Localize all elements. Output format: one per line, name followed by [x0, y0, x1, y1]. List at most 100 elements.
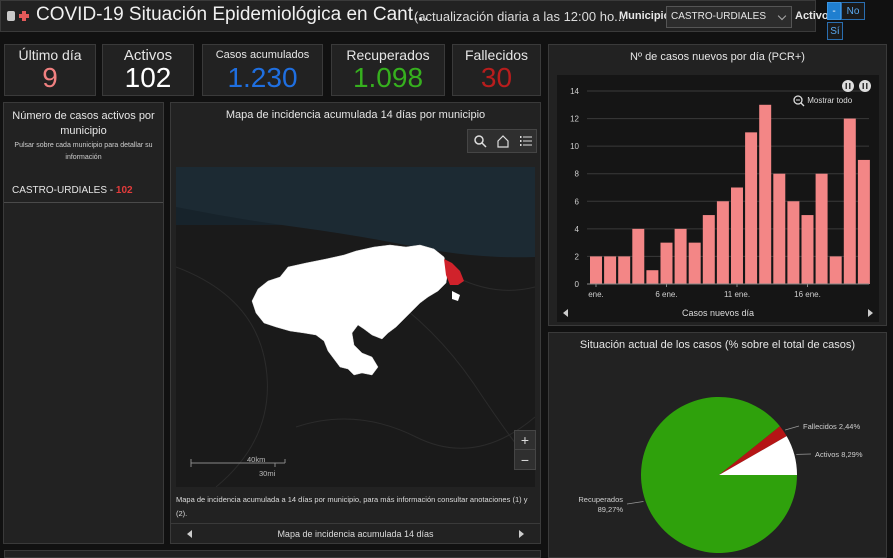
bar[interactable]: [646, 270, 659, 284]
page-title: COVID-19 Situación Epidemiológica en Can…: [36, 4, 429, 25]
bar[interactable]: [801, 215, 814, 284]
bar[interactable]: [660, 242, 673, 284]
map-title: Mapa de incidencia acumulada 14 días por…: [225, 109, 486, 121]
bar[interactable]: [716, 201, 729, 284]
bar-chart-title: Nº de casos nuevos por día (PCR+): [630, 51, 805, 63]
activo-toggle-no[interactable]: No: [841, 2, 865, 20]
kpi-activos: Activos 102: [102, 44, 194, 96]
bar[interactable]: [632, 228, 645, 284]
bar-chart-panel: Nº de casos nuevos por día (PCR+) 0 2 4 6 8 1…: [548, 44, 887, 326]
activo-label: Activo: [795, 10, 829, 22]
bar[interactable]: [843, 118, 856, 284]
next-arrow-icon[interactable]: [519, 530, 524, 538]
show-all-label: Mostrar todo: [807, 96, 853, 106]
bottom-panel-edge: [4, 550, 541, 558]
map-toolbar: [467, 129, 537, 153]
bar[interactable]: [688, 242, 701, 284]
y-tick-label: 2: [575, 252, 580, 261]
bar[interactable]: [604, 256, 617, 284]
chart-pause-icon[interactable]: [841, 79, 873, 93]
list-icon[interactable]: [519, 134, 533, 148]
kpi-recuperados: Recuperados 1.098: [331, 44, 445, 96]
list-item-separator: -: [107, 185, 116, 196]
pie-slice[interactable]: [719, 426, 787, 475]
bar[interactable]: [745, 132, 758, 284]
pie-leader-line: [785, 425, 800, 431]
scale-km: 40km: [247, 455, 266, 464]
pie-chart-panel: Situación actual de los casos (% sobre e…: [548, 332, 887, 558]
kpi-casos-acumulados: Casos acumulados 1.230: [202, 44, 323, 96]
bar[interactable]: [829, 256, 842, 284]
kpi-value: 102: [124, 62, 172, 93]
kpi-value: 9: [42, 62, 58, 93]
list-subtitle: Pulsar sobre cada municipio para detalla…: [14, 142, 153, 161]
map-scale: 40km 30mi: [189, 453, 299, 483]
page-subtitle: (actualización diaria a las 12:00 ho...: [414, 9, 626, 24]
bar[interactable]: [618, 256, 631, 284]
bar[interactable]: [773, 173, 786, 284]
pie-label: Recuperados: [578, 495, 623, 504]
activo-toggle-si[interactable]: Sí: [827, 22, 843, 40]
municipio-list-panel: Número de casos activos por municipio Pu…: [3, 102, 164, 544]
y-tick-label: 0: [575, 280, 580, 289]
prev-arrow-icon[interactable]: [563, 309, 568, 317]
kpi-fallecidos: Fallecidos 30: [452, 44, 541, 96]
x-tick-label: 11 ene.: [724, 290, 750, 299]
zoom-out-icon: [793, 95, 805, 107]
map-footer: Mapa de incidencia acumulada 14 días: [171, 523, 540, 543]
map-caption: Mapa de incidencia acumulada a 14 días p…: [176, 495, 528, 518]
bar[interactable]: [787, 201, 800, 284]
bar[interactable]: [590, 256, 602, 284]
kpi-label: Activos: [123, 47, 173, 64]
y-tick-label: 6: [575, 197, 580, 206]
pie-label: Fallecidos 2,44%: [803, 422, 860, 431]
bar-chart-area: 0 2 4 6 8 10 12 14 ene. 6 ene. 11 ene. 16 ene.: [557, 75, 879, 322]
municipio-label: Municipio: [619, 10, 671, 22]
cantabria-region: [251, 244, 449, 376]
y-tick-label: 8: [575, 170, 580, 179]
chevron-down-icon: [777, 11, 787, 21]
next-arrow-icon[interactable]: [868, 309, 873, 317]
zoom-control: + −: [514, 430, 536, 470]
bar[interactable]: [815, 173, 828, 284]
scale-mi: 30mi: [259, 469, 276, 478]
map-footer-label: Mapa de incidencia acumulada 14 días: [277, 529, 434, 539]
prev-arrow-icon[interactable]: [187, 530, 192, 538]
bar[interactable]: [731, 187, 743, 285]
y-tick-label: 12: [570, 115, 579, 124]
castro-urdiales-region: [444, 259, 464, 285]
x-tick-label: ene.: [588, 290, 604, 299]
kpi-label: Recuperados: [346, 47, 430, 63]
bar-chart-xlabel: Casos nuevos día: [681, 308, 755, 318]
kpi-value: 1.098: [352, 62, 424, 93]
list-title: Número de casos activos por municipio: [12, 110, 155, 137]
municipio-select[interactable]: CASTRO-URDIALES: [666, 6, 792, 28]
y-tick-label: 10: [570, 142, 579, 151]
list-item[interactable]: CASTRO-URDIALES - 102: [4, 185, 163, 203]
map-canvas[interactable]: [176, 167, 535, 487]
pie-value-label: 89,27%: [598, 505, 624, 514]
activo-toggle-dash[interactable]: -: [827, 2, 841, 20]
municipio-select-value: CASTRO-URDIALES: [671, 11, 767, 22]
home-icon[interactable]: [496, 134, 510, 148]
list-item-name: CASTRO-URDIALES: [12, 185, 108, 196]
zoom-in-button[interactable]: +: [515, 431, 535, 450]
bar[interactable]: [759, 104, 772, 285]
pie-slice[interactable]: [719, 436, 797, 475]
x-tick-label: 16 ene.: [794, 290, 821, 299]
header-bar: COVID-19 Situación Epidemiológica en Can…: [0, 0, 829, 32]
kpi-label: Fallecidos: [464, 47, 529, 63]
show-all-button[interactable]: Mostrar todo: [793, 95, 852, 107]
kpi-label: Último día: [18, 47, 82, 63]
bar[interactable]: [702, 215, 715, 284]
list-item-value: 102: [115, 185, 133, 196]
bar-chart-footer: Casos nuevos día: [557, 303, 879, 323]
bar[interactable]: [857, 159, 870, 284]
kpi-value: 1.230: [227, 62, 298, 93]
pie-leader-line: [626, 501, 644, 505]
bar[interactable]: [674, 228, 687, 284]
search-icon[interactable]: [473, 134, 487, 148]
cantabria-flag-icon: [7, 11, 15, 21]
zoom-out-button[interactable]: −: [520, 452, 530, 468]
